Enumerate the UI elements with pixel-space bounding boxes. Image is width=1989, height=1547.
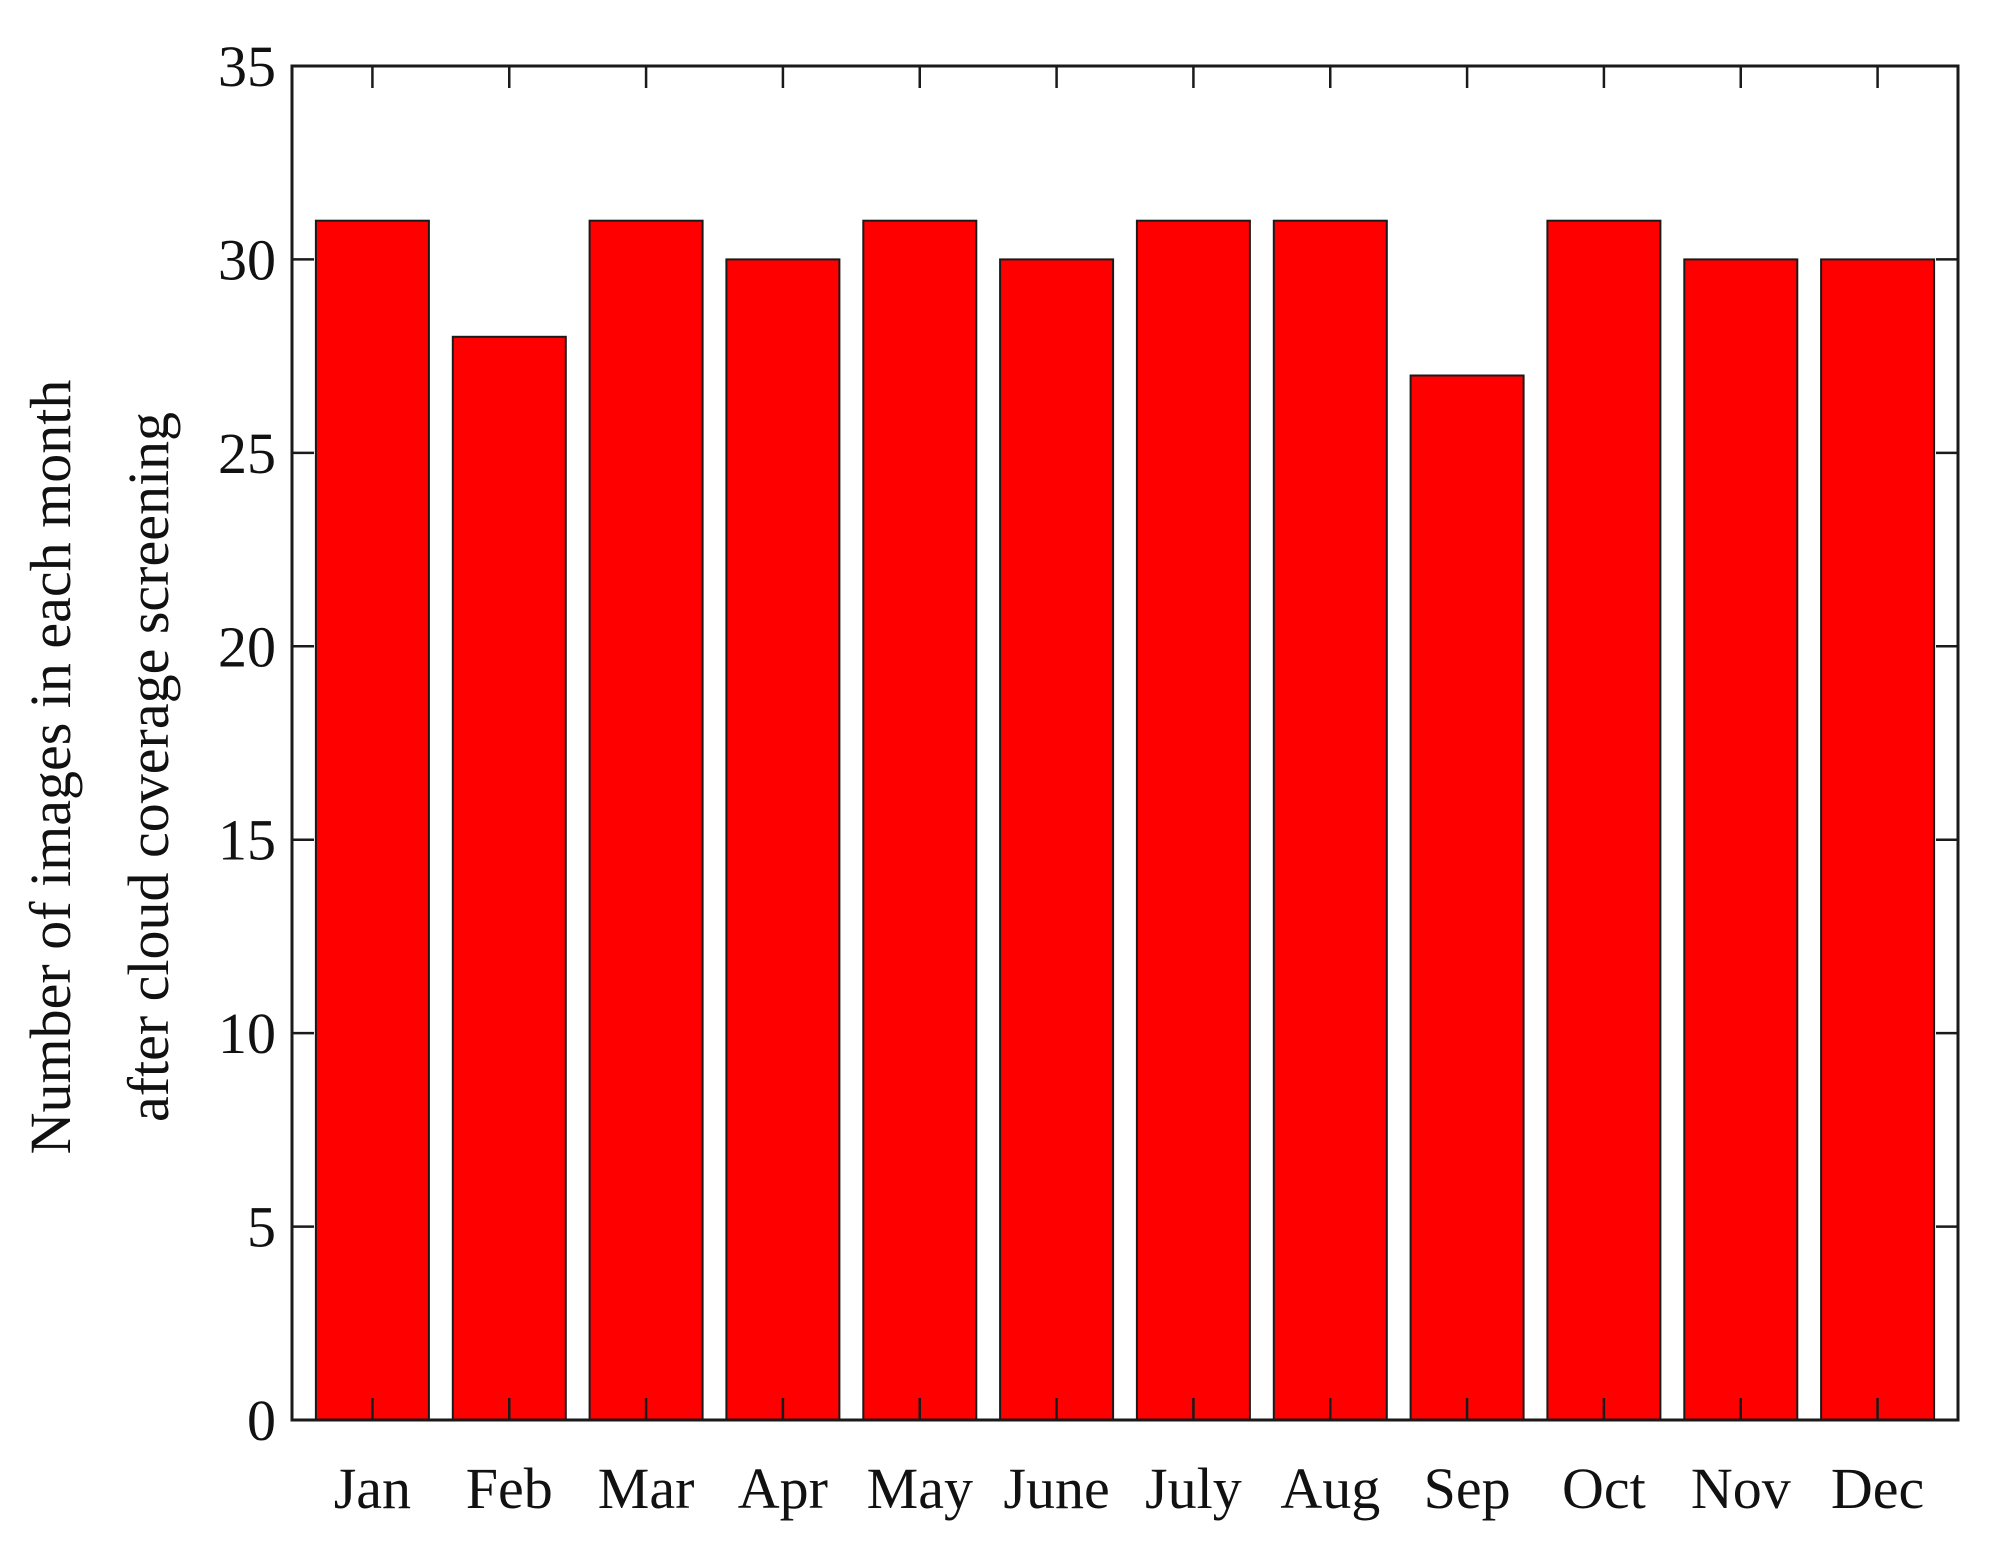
y-axis-title-line-2: after cloud coverage screening	[116, 412, 181, 1122]
x-tick-label-aug: Aug	[1280, 1456, 1380, 1521]
bar-dec	[1820, 258, 1936, 1421]
x-tick-label-mar: Mar	[598, 1456, 695, 1521]
y-tick-label-30: 30	[218, 227, 276, 292]
y-tick-label-10: 10	[218, 1001, 276, 1066]
axis-ticks	[292, 64, 1958, 1422]
x-tick-label-jan: Jan	[334, 1456, 411, 1521]
bar-sep	[1409, 374, 1525, 1421]
bar-nov	[1683, 258, 1799, 1421]
x-tick-label-feb: Feb	[466, 1456, 553, 1521]
x-tick-labels: Jan Feb Mar Apr May June July Aug Sep Oct Nov Dec	[334, 1456, 1925, 1521]
x-tick-label-oct: Oct	[1562, 1456, 1646, 1521]
bar-mar	[588, 219, 704, 1422]
bars-group	[314, 219, 1936, 1422]
y-tick-label-0: 0	[247, 1388, 276, 1453]
y-tick-label-35: 35	[218, 34, 276, 99]
x-tick-label-june: June	[1003, 1456, 1109, 1521]
y-axis-title-line-1: Number of images in each month	[18, 380, 83, 1155]
x-tick-label-may: May	[867, 1456, 973, 1521]
bar-jan	[314, 219, 430, 1422]
y-tick-labels: 0 5 10 15 20 25 30 35	[218, 34, 276, 1453]
y-tick-label-25: 25	[218, 421, 276, 486]
bar-oct	[1546, 219, 1662, 1422]
x-tick-label-nov: Nov	[1691, 1456, 1791, 1521]
y-tick-label-20: 20	[218, 614, 276, 679]
bar-june	[999, 258, 1115, 1421]
x-tick-label-july: July	[1145, 1456, 1242, 1521]
bar-feb	[451, 335, 567, 1421]
bar-apr	[725, 258, 841, 1421]
y-tick-label-5: 5	[247, 1195, 276, 1260]
x-tick-label-sep: Sep	[1424, 1456, 1511, 1521]
plot-frame	[290, 64, 1960, 1422]
bar-july	[1135, 219, 1251, 1422]
y-tick-label-15: 15	[218, 808, 276, 873]
bar-aug	[1272, 219, 1388, 1422]
x-tick-label-dec: Dec	[1831, 1456, 1924, 1521]
y-axis-title: Number of images in each month after clo…	[18, 380, 181, 1155]
bar-may	[862, 219, 978, 1422]
x-tick-label-apr: Apr	[738, 1456, 828, 1521]
